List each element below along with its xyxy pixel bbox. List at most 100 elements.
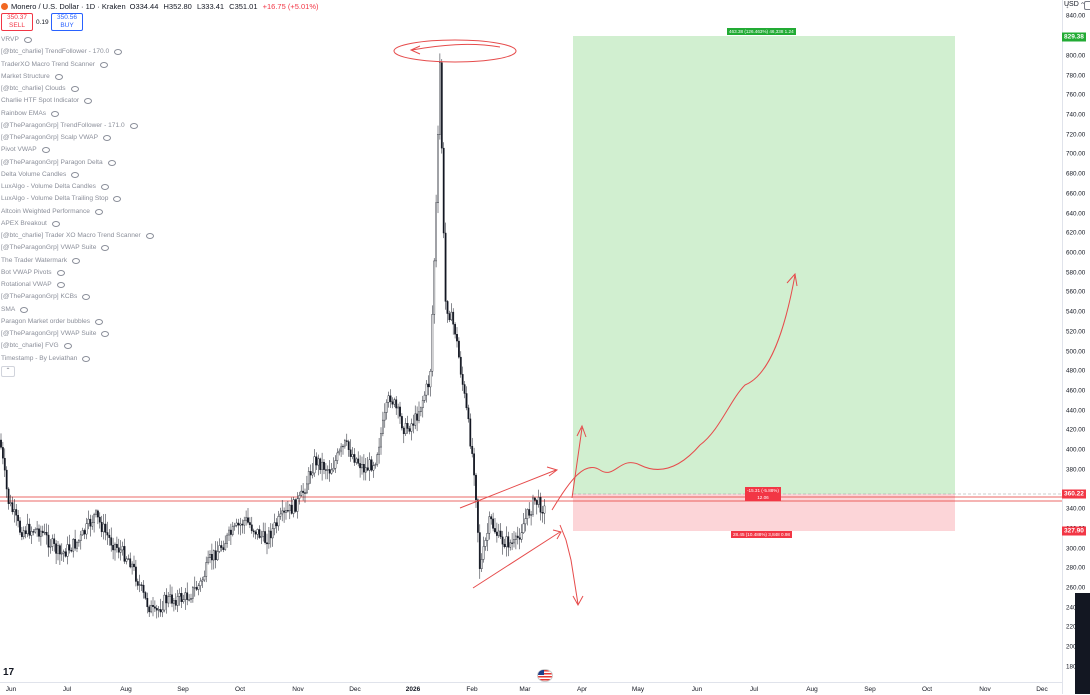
candle-body: [420, 407, 422, 413]
bear-arrow-drawing[interactable]: [559, 524, 584, 607]
collapse-legend-button[interactable]: ⌃: [1, 366, 15, 377]
eye-icon[interactable]: [102, 135, 111, 142]
eye-icon[interactable]: [114, 49, 123, 56]
indicator-item[interactable]: [@btc_charlie] Trader XO Macro Trend Sca…: [1, 230, 154, 242]
buy-button[interactable]: 350.56 BUY: [51, 13, 83, 31]
price-chart[interactable]: [0, 0, 1062, 682]
indicator-item[interactable]: Market Structure: [1, 71, 154, 83]
indicator-item[interactable]: Bot VWAP Pivots: [1, 267, 154, 279]
indicator-item[interactable]: [@btc_charlie] FVG: [1, 340, 154, 352]
profit-zone[interactable]: [573, 36, 955, 494]
eye-icon[interactable]: [72, 257, 81, 264]
eye-icon[interactable]: [20, 306, 29, 313]
settings-icon[interactable]: [1083, 1, 1090, 10]
candle-body: [475, 474, 477, 501]
indicator-item[interactable]: SMA: [1, 304, 154, 316]
eye-icon[interactable]: [99, 61, 108, 68]
indicator-item[interactable]: Altcoin Weighted Performance: [1, 206, 154, 218]
indicator-item[interactable]: Timestamp - By Leviathan: [1, 353, 154, 365]
indicator-item[interactable]: [@TheParagonGrp] Paragon Delta: [1, 157, 154, 169]
candle-body: [359, 463, 361, 469]
indicator-name: [@btc_charlie] TrendFollower - 170.0: [1, 48, 110, 56]
stop-label[interactable]: 28.45 (10.488%) 3,848 0.98: [731, 531, 792, 538]
eye-icon[interactable]: [107, 159, 116, 166]
eye-icon[interactable]: [54, 73, 63, 80]
annotation-drawings[interactable]: [393, 39, 798, 607]
candle-body: [5, 469, 8, 490]
eye-icon[interactable]: [84, 98, 93, 105]
eye-icon[interactable]: [82, 294, 91, 301]
us-flag-icon[interactable]: [537, 669, 553, 682]
lower-trendline-drawing[interactable]: [472, 529, 562, 589]
price-axis[interactable]: 840.00820.00800.00780.00760.00740.00720.…: [1062, 0, 1090, 694]
axis-scroll-handle[interactable]: [1075, 593, 1090, 694]
peak-circle-drawing[interactable]: [393, 39, 517, 63]
candle-body: [64, 551, 67, 557]
upper-trendline-drawing[interactable]: [459, 466, 559, 509]
indicator-item[interactable]: Charlie HTF Spot Indicator: [1, 95, 154, 107]
candle-body: [258, 529, 261, 538]
time-axis[interactable]: Jun Jul Aug Sep Oct Nov Dec 2026 Feb Mar Apr May Jun…: [0, 682, 1062, 695]
peak-arrow-drawing[interactable]: [409, 43, 501, 55]
indicator-item[interactable]: VRVP: [1, 34, 154, 46]
indicator-item[interactable]: [@btc_charlie] TrendFollower - 170.0: [1, 46, 154, 58]
eye-icon[interactable]: [71, 171, 80, 178]
indicator-item[interactable]: TraderXO Macro Trend Scanner: [1, 59, 154, 71]
candle-body: [383, 412, 386, 421]
eye-icon[interactable]: [100, 184, 109, 191]
buy-price: 350.56: [57, 14, 77, 21]
eye-icon[interactable]: [56, 282, 65, 289]
target-label[interactable]: 463.38 (126.463%) 46,338 1.24: [727, 28, 796, 35]
eye-icon[interactable]: [63, 343, 72, 350]
candle-body: [482, 546, 485, 560]
candle-body: [477, 499, 479, 533]
candle-body: [157, 609, 160, 611]
indicator-item[interactable]: [@btc_charlie] Clouds: [1, 83, 154, 95]
candle-body: [480, 559, 483, 569]
sell-button[interactable]: 350.37 SELL: [1, 13, 33, 31]
eye-icon[interactable]: [101, 245, 110, 252]
eye-icon[interactable]: [56, 269, 65, 276]
indicator-item[interactable]: [@TheParagonGrp] KCBs: [1, 291, 154, 303]
indicator-item[interactable]: Pivot VWAP: [1, 144, 154, 156]
eye-icon[interactable]: [51, 220, 60, 227]
indicator-name: Bot VWAP Pivots: [1, 268, 52, 276]
candle-body: [283, 510, 285, 513]
indicator-item[interactable]: [@TheParagonGrp] Scalp VWAP: [1, 132, 154, 144]
eye-icon[interactable]: [70, 86, 79, 93]
candle-body: [496, 531, 498, 536]
symbol-title[interactable]: Monero / U.S. Dollar · 1D · Kraken: [11, 1, 126, 11]
candle-body: [520, 532, 523, 540]
eye-icon[interactable]: [23, 37, 32, 44]
download-arrow-icon[interactable]: ↓: [1065, 1, 1070, 10]
eye-icon[interactable]: [101, 331, 110, 338]
indicator-item[interactable]: Paragon Market order bubbles: [1, 316, 154, 328]
eye-icon[interactable]: [51, 110, 60, 117]
indicator-item[interactable]: The Trader Watermark: [1, 255, 154, 267]
candle-body: [7, 488, 10, 504]
currency-selector[interactable]: USD: [1064, 1, 1079, 8]
eye-icon[interactable]: [95, 318, 104, 325]
indicator-item[interactable]: APEX Breakout: [1, 218, 154, 230]
eye-icon[interactable]: [129, 122, 138, 129]
indicator-item[interactable]: Delta Volume Candles: [1, 169, 154, 181]
eye-icon[interactable]: [94, 208, 103, 215]
indicator-item[interactable]: Rotational VWAP: [1, 279, 154, 291]
indicator-item[interactable]: LuxAlgo - Volume Delta Candles: [1, 181, 154, 193]
eye-icon[interactable]: [145, 233, 154, 240]
indicator-item[interactable]: Rainbow EMAs: [1, 108, 154, 120]
indicator-item[interactable]: LuxAlgo - Volume Delta Trailing Stop: [1, 193, 154, 205]
entry-label[interactable]: -15.31 (-5.88%) 12.06: [745, 487, 781, 501]
eye-icon[interactable]: [41, 147, 50, 154]
chevron-up-icon[interactable]: ⌃: [1079, 1, 1086, 10]
candle-body: [51, 538, 54, 547]
projection-curve-drawing[interactable]: [551, 272, 798, 511]
eye-icon[interactable]: [113, 196, 122, 203]
candle-body: [440, 62, 443, 149]
indicator-item[interactable]: [@TheParagonGrp] TrendFollower - 171.0: [1, 120, 154, 132]
eye-icon[interactable]: [82, 355, 91, 362]
indicator-item[interactable]: [@TheParagonGrp] VWAP Suite: [1, 328, 154, 340]
bull-arrow-drawing[interactable]: [571, 424, 587, 499]
tradingview-logo[interactable]: 17: [3, 667, 15, 678]
indicator-item[interactable]: [@TheParagonGrp] VWAP Suite: [1, 242, 154, 254]
